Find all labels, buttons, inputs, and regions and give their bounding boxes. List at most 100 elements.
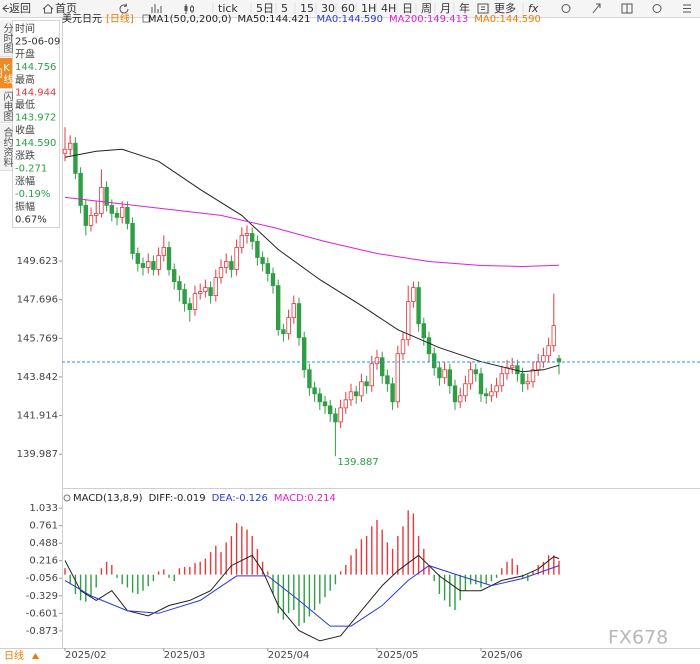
macd-bar bbox=[376, 519, 378, 575]
macd-bar bbox=[293, 574, 295, 611]
candle-body bbox=[385, 375, 390, 385]
info-value: 0.67% bbox=[15, 214, 47, 225]
macd-bar bbox=[412, 513, 415, 575]
period-tab-arrow[interactable] bbox=[32, 653, 39, 659]
macd-bar bbox=[85, 574, 87, 602]
candle-body bbox=[83, 204, 88, 226]
toolbar-button[interactable]: 更多 bbox=[494, 1, 516, 15]
menu-icon[interactable] bbox=[683, 4, 691, 13]
sidebar-tab[interactable]: K线图 bbox=[0, 58, 12, 89]
candle-body bbox=[364, 381, 369, 387]
macd-bar bbox=[69, 574, 71, 585]
candle-body bbox=[62, 148, 68, 154]
toolbar-button[interactable]: 5日 bbox=[256, 2, 274, 15]
candle-body bbox=[281, 329, 286, 335]
x-tick-label: 2025/02 bbox=[65, 650, 107, 661]
candle-body bbox=[156, 255, 161, 270]
sidebar-tab[interactable]: 分时图 bbox=[0, 20, 12, 57]
toolbar-button[interactable]: 15 bbox=[300, 2, 314, 15]
more-icon[interactable] bbox=[477, 3, 489, 14]
candle-body bbox=[140, 263, 146, 268]
indicator-icon[interactable] bbox=[142, 14, 151, 23]
toolbar-button[interactable]: fx bbox=[528, 2, 539, 15]
toolbar-button[interactable]: 5 bbox=[281, 2, 288, 15]
macd-settings-icon[interactable] bbox=[63, 494, 71, 502]
sidebar-tab[interactable]: 闪电图 bbox=[0, 90, 12, 123]
macd-bar bbox=[199, 561, 201, 575]
candle-body bbox=[343, 399, 348, 409]
x-tick-label: 2025/04 bbox=[268, 650, 310, 661]
macd-bar bbox=[391, 548, 394, 575]
bar-icon[interactable] bbox=[151, 4, 162, 13]
candle-body bbox=[265, 263, 270, 274]
info-label: 涨幅 bbox=[15, 174, 35, 187]
candle-body bbox=[130, 223, 135, 254]
toolbar-button[interactable]: 60 bbox=[341, 2, 355, 15]
toolbar-button[interactable]: 月 bbox=[440, 2, 451, 15]
info-value: 143.972 bbox=[15, 113, 56, 124]
macd-bar bbox=[516, 564, 519, 575]
macd-bar bbox=[173, 574, 175, 582]
macd-bar bbox=[116, 574, 118, 578]
candle-body bbox=[405, 301, 411, 341]
candle-body bbox=[296, 303, 302, 339]
macd-bar bbox=[121, 574, 123, 585]
info-value: 25-06-09 bbox=[15, 37, 60, 48]
macd-bar bbox=[246, 529, 248, 575]
macd-bar bbox=[329, 574, 331, 591]
candle-body bbox=[421, 323, 426, 339]
toolbar-button[interactable]: 返回 bbox=[9, 2, 31, 15]
macd-bar bbox=[303, 574, 305, 623]
candle-body bbox=[333, 413, 338, 423]
draw-icon[interactable] bbox=[592, 3, 601, 14]
info-label: 振幅 bbox=[15, 200, 35, 213]
toolbar-button[interactable]: 4H bbox=[381, 2, 396, 15]
toolbar-button[interactable]: 周 bbox=[421, 2, 432, 15]
candle-body bbox=[244, 233, 250, 236]
macd-bar bbox=[64, 568, 66, 575]
macd-bar bbox=[345, 564, 347, 575]
info-value: -0.19% bbox=[15, 189, 50, 200]
toolbar-button[interactable]: 首页 bbox=[55, 1, 77, 15]
macd-bar bbox=[256, 548, 259, 575]
y-tick-label: 149.623 bbox=[17, 256, 58, 267]
info-value: -0.271 bbox=[15, 164, 47, 175]
toolbar-button[interactable]: tick bbox=[218, 2, 238, 15]
info-panel bbox=[12, 20, 60, 228]
x-tick-label: 2025/06 bbox=[481, 650, 523, 661]
info-label: 最低 bbox=[15, 98, 35, 111]
macd-bar bbox=[272, 574, 274, 594]
macd-bar bbox=[204, 558, 207, 575]
y-tick-label: -0.056 bbox=[26, 573, 58, 584]
macd-bar bbox=[428, 564, 430, 575]
macd-bar bbox=[324, 574, 326, 598]
macd-bar bbox=[454, 574, 456, 611]
settings-icon[interactable] bbox=[652, 4, 662, 13]
macd-bar bbox=[225, 542, 227, 575]
macd-bar bbox=[261, 561, 264, 575]
refresh-icon[interactable] bbox=[119, 3, 129, 14]
indicator-value: DIFF:-0.019 bbox=[149, 493, 206, 504]
macd-bar bbox=[282, 574, 285, 620]
candle-body bbox=[416, 287, 421, 325]
info-label: 时间 bbox=[15, 22, 35, 35]
candle-body bbox=[286, 317, 291, 335]
macd-bar bbox=[449, 574, 451, 607]
search-icon[interactable] bbox=[561, 4, 571, 13]
toolbar-button[interactable]: 30 bbox=[321, 2, 335, 15]
chart-period: [日线] bbox=[106, 12, 134, 25]
candle-body bbox=[291, 303, 296, 319]
period-tab[interactable]: 日线 bbox=[4, 649, 24, 662]
sidebar-tab[interactable]: 合约资料 bbox=[0, 124, 12, 171]
candle-body bbox=[395, 353, 400, 403]
back-icon[interactable] bbox=[2, 4, 9, 13]
macd-bar bbox=[475, 574, 477, 585]
home-icon[interactable] bbox=[42, 3, 54, 14]
macd-bar bbox=[402, 526, 404, 575]
toolbar-button[interactable]: 年 bbox=[459, 1, 470, 15]
macd-bar bbox=[339, 571, 342, 575]
toolbar-button[interactable]: 1H bbox=[361, 2, 376, 15]
macd-bar bbox=[137, 574, 139, 594]
toolbar-button[interactable]: 日 bbox=[402, 2, 413, 15]
